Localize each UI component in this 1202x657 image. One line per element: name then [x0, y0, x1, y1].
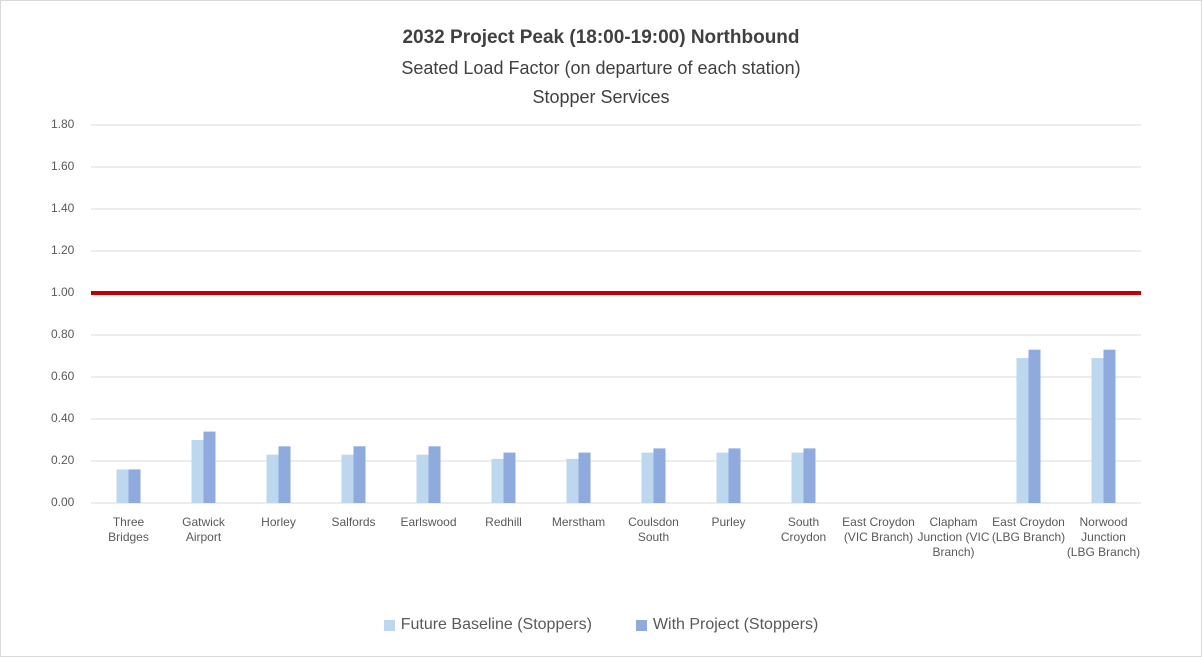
- bar: [353, 446, 366, 503]
- y-tick-label: 0.20: [51, 453, 75, 467]
- bar: [116, 469, 129, 503]
- legend-item: Future Baseline (Stoppers): [383, 616, 592, 634]
- x-tick-label: East Croydon (VIC Branch): [842, 515, 915, 544]
- x-tick-label: Merstham: [551, 515, 606, 529]
- bar: [503, 452, 516, 503]
- y-tick-label: 1.40: [51, 201, 75, 215]
- legend-label: Future Baseline (Stoppers): [400, 616, 592, 633]
- x-tick-label: Redhill: [485, 515, 522, 529]
- chart-subtitle: Seated Load Factor (on departure of each…: [401, 58, 801, 78]
- x-tick-label: Coulsdon South: [628, 515, 679, 544]
- bar: [653, 448, 666, 503]
- bar: [1091, 358, 1104, 503]
- y-tick-label: 0.40: [51, 411, 75, 425]
- y-tick-label: 1.60: [51, 159, 75, 173]
- bar: [416, 454, 429, 503]
- bar: [203, 431, 216, 503]
- bar: [1016, 358, 1029, 503]
- y-tick-label: 0.00: [51, 495, 75, 509]
- bar: [1103, 349, 1116, 503]
- legend-swatch: [635, 619, 647, 631]
- x-tick-label: Three Bridges: [108, 515, 149, 544]
- y-tick-label: 1.00: [51, 285, 75, 299]
- x-tick-label: Salfords: [331, 515, 376, 529]
- y-tick-label: 1.80: [51, 117, 75, 131]
- y-tick-label: 0.80: [51, 327, 75, 341]
- bar: [566, 458, 579, 503]
- x-tick-label: Clapham Junction (VIC Branch): [917, 515, 990, 559]
- bar: [128, 469, 141, 503]
- bar: [428, 446, 441, 503]
- x-tick-label: South Croydon: [780, 515, 827, 544]
- bar: [266, 454, 279, 503]
- bar: [191, 440, 204, 503]
- bar: [278, 446, 291, 503]
- x-tick-label: East Croydon (LBG Branch): [991, 515, 1066, 544]
- x-tick-label: Earlswood: [400, 515, 457, 529]
- x-tick-label: Purley: [711, 515, 746, 529]
- y-tick-label: 0.60: [51, 369, 75, 383]
- chart-title: 2032 Project Peak (18:00-19:00) Northbou…: [402, 27, 800, 48]
- x-tick-label: Gatwick Airport: [182, 515, 225, 544]
- legend-item: With Project (Stoppers): [635, 616, 819, 634]
- x-tick-label: Horley: [261, 515, 296, 529]
- bar: [728, 448, 741, 503]
- y-tick-label: 1.20: [51, 243, 75, 257]
- x-tick-label: Norwood Junction (LBG Branch): [1066, 515, 1141, 559]
- legend-label: With Project (Stoppers): [652, 616, 819, 633]
- bar: [803, 448, 816, 503]
- bar: [578, 452, 591, 503]
- bar: [341, 454, 354, 503]
- bar: [791, 452, 804, 503]
- bar: [641, 452, 654, 503]
- chart-subtitle: Stopper Services: [532, 87, 670, 107]
- legend: Future Baseline (Stoppers) With Project (…: [1, 616, 1201, 634]
- bar: [1028, 349, 1041, 503]
- bar: [716, 452, 729, 503]
- legend-swatch: [383, 619, 395, 631]
- bar: [491, 458, 504, 503]
